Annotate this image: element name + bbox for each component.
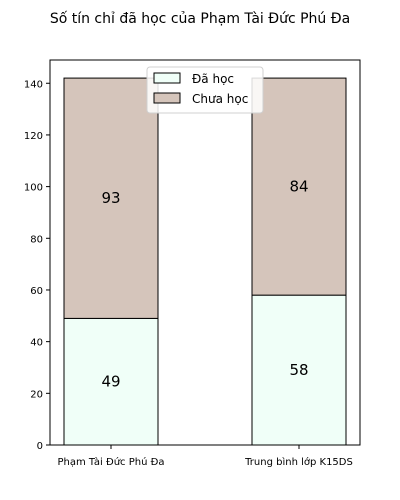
y-tick-label: 120 [24, 131, 43, 142]
y-axis: 0 20 40 60 80 100 120 140 [24, 79, 50, 452]
plot-frame [49, 59, 361, 446]
bar-value-label: 93 [101, 189, 120, 207]
y-tick-label: 20 [30, 389, 43, 400]
legend-label: Chưa học [192, 92, 248, 106]
x-tick-label: Trung bình lớp K15DS [244, 456, 353, 468]
y-tick-label: 60 [30, 286, 43, 297]
bar-value-label: 58 [289, 361, 308, 379]
bar-value-label: 84 [289, 178, 308, 196]
chart-title: Số tín chỉ đã học của Phạm Tài Đức Phú Đ… [50, 10, 350, 27]
bar-chua-hoc-1 [251, 77, 347, 296]
legend: Đã học Chưa học [146, 66, 264, 114]
x-tick-label: Phạm Tài Đức Phú Đa [58, 456, 165, 468]
y-tick-label: 40 [30, 338, 43, 349]
bars-group [63, 77, 347, 446]
bar-chua-hoc-0 [63, 77, 159, 319]
legend-swatch [153, 72, 181, 84]
legend-swatch [153, 92, 181, 104]
y-tick-label: 100 [24, 183, 43, 194]
y-tick-label: 0 [37, 441, 43, 452]
y-tick-label: 80 [30, 234, 43, 245]
y-tick-label: 140 [24, 79, 43, 90]
legend-label: Đã học [192, 72, 234, 86]
bar-da-hoc-0 [63, 317, 159, 446]
bar-value-label: 49 [101, 373, 120, 391]
bar-labels-group: 49 93 58 84 [101, 178, 308, 391]
x-axis: Phạm Tài Đức Phú Đa Trung bình lớp K15DS [58, 445, 353, 468]
